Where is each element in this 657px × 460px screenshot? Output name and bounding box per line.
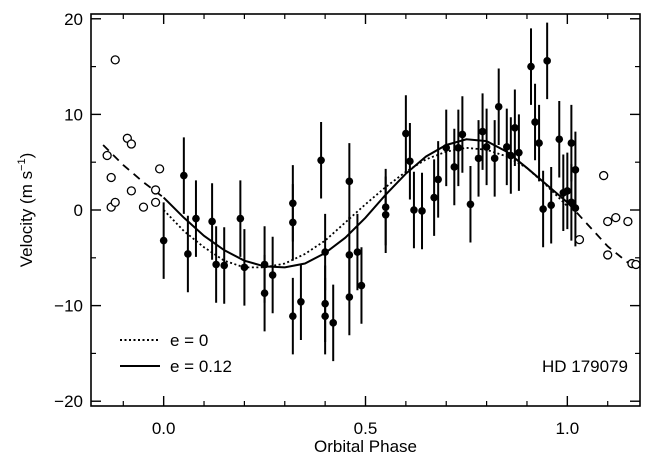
data-point-filled [297, 297, 305, 306]
data-point-filled [208, 217, 216, 226]
data-point-filled [571, 166, 580, 174]
data-point-filled [406, 157, 414, 166]
data-point-open [126, 139, 137, 149]
data-point-filled [478, 127, 487, 136]
data-point-filled [474, 154, 483, 163]
x-tick-label: 0.5 [354, 419, 378, 438]
data-point-open [150, 197, 161, 208]
data-point-filled [345, 177, 354, 186]
data-point-open [603, 216, 613, 227]
data-point-filled [184, 250, 192, 258]
data-point-open [126, 186, 137, 196]
x-tick-label: 1.0 [556, 419, 580, 438]
y-tick-label: 0 [74, 201, 83, 220]
data-point-filled [418, 207, 426, 215]
y-tick-label: −20 [54, 392, 83, 411]
data-point-open [106, 172, 116, 183]
data-point-filled [567, 198, 576, 207]
data-point-open [102, 150, 112, 161]
data-point-open [110, 55, 120, 65]
data-point-filled [180, 171, 188, 180]
data-point-filled [381, 210, 390, 219]
data-point-filled [321, 312, 329, 320]
data-point-filled [402, 129, 410, 138]
data-point-filled [321, 248, 329, 256]
data-point-filled [212, 260, 220, 269]
data-point-filled [458, 130, 467, 139]
data-point-filled [159, 236, 168, 245]
marks-layer [102, 22, 641, 362]
data-point-open [110, 197, 120, 208]
model-curve-e0 [163, 146, 568, 269]
legend-label-e012: e = 0.12 [170, 357, 232, 376]
data-point-filled [511, 123, 519, 132]
model-curve-extension [566, 201, 629, 264]
data-point-filled [434, 175, 442, 184]
data-point-filled [539, 205, 547, 213]
data-point-filled [357, 281, 366, 290]
data-point-open [150, 185, 161, 195]
y-axis-title-main: Velocity (m s [17, 171, 36, 267]
data-point-filled [507, 151, 515, 160]
data-point-filled [531, 118, 539, 126]
data-point-filled [547, 201, 555, 210]
data-point-filled [289, 218, 297, 227]
model-curve-e012 [162, 138, 568, 269]
data-point-filled [494, 102, 503, 111]
data-point-open [599, 170, 609, 181]
data-point-open [138, 202, 149, 212]
x-axis-title: Orbital Phase [314, 437, 417, 456]
data-point-open [611, 212, 621, 223]
data-point-filled [466, 200, 475, 209]
data-point-filled [345, 251, 354, 259]
data-point-filled [240, 263, 249, 272]
legend: e = 0 e = 0.12 [120, 331, 232, 376]
data-point-open [603, 250, 613, 260]
data-point-open [631, 259, 641, 270]
data-point-filled [450, 163, 459, 171]
data-point-filled [490, 154, 499, 163]
y-tick-label: 20 [64, 10, 83, 29]
data-point-filled [563, 187, 572, 195]
star-name-annotation: HD 179079 [542, 357, 628, 376]
ticks-layer: 0.0 0.5 1.0 −20 −10 0 10 20 [54, 10, 640, 438]
data-point-filled [567, 139, 576, 147]
data-point-filled [268, 271, 277, 279]
data-point-filled [502, 143, 511, 151]
y-axis-title-superscript: −1 [16, 158, 28, 171]
data-point-filled [515, 148, 523, 157]
data-point-filled [555, 135, 564, 144]
data-point-filled [442, 144, 451, 152]
data-point-open [623, 216, 633, 227]
data-point-filled [192, 214, 200, 223]
y-tick-label: −10 [54, 297, 83, 316]
data-point-filled [430, 193, 438, 202]
data-point-open [154, 164, 165, 174]
y-axis-title: Velocity (m s−1) [16, 153, 36, 268]
data-point-open [574, 234, 585, 245]
data-point-filled [543, 57, 551, 65]
data-point-filled [317, 156, 325, 165]
model-curve-extension [102, 144, 165, 199]
data-point-filled [289, 312, 297, 320]
x-tick-label: 0.0 [152, 419, 176, 438]
y-tick-label: 10 [64, 105, 83, 124]
data-point-filled [454, 144, 463, 152]
data-point-filled [353, 248, 362, 256]
legend-label-e0: e = 0 [170, 331, 208, 350]
data-point-filled [527, 62, 535, 71]
data-point-filled [260, 289, 269, 297]
data-point-filled [329, 319, 338, 327]
y-axis-title-close: ) [17, 153, 36, 159]
data-point-filled [410, 206, 418, 214]
data-point-filled [345, 293, 354, 301]
data-point-filled [482, 143, 491, 151]
data-point-filled [220, 261, 229, 270]
data-point-filled [535, 139, 543, 147]
data-point-filled [236, 214, 245, 223]
